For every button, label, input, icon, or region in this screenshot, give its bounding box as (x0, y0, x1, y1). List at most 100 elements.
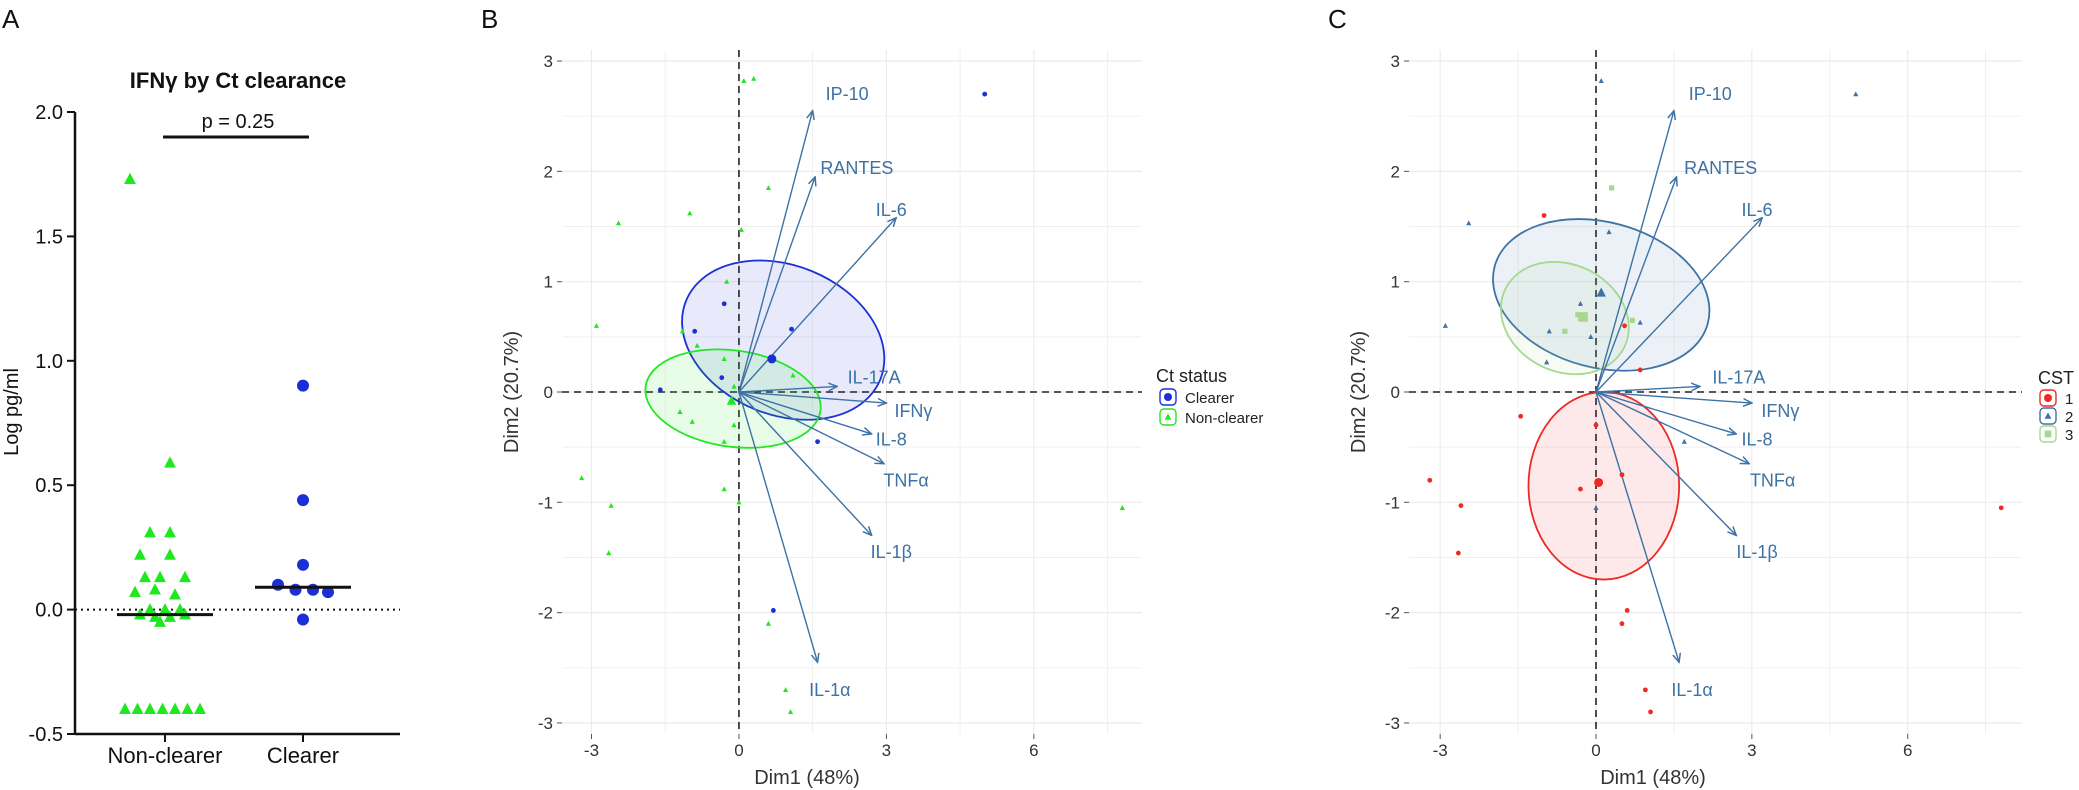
category-label: Non-clearer (108, 743, 223, 768)
y-tick-label: 0 (544, 383, 553, 402)
loading-arrow (738, 391, 884, 464)
data-point (1622, 323, 1627, 329)
data-point (1562, 328, 1568, 334)
x-tick-label: 3 (882, 741, 891, 760)
data-point (1619, 621, 1625, 627)
legend-c-title: CST (2038, 368, 2074, 388)
loading-label: TNFα (1750, 470, 1795, 490)
data-point (297, 494, 309, 507)
data-point (657, 387, 663, 393)
loading-label: IL-17A (848, 368, 901, 388)
data-point (615, 220, 622, 226)
data-point (1578, 486, 1583, 492)
y-tick-label: -1 (538, 493, 553, 512)
data-point (297, 613, 309, 626)
panel-a: A IFNγ by Ct clearance p = 0.25 -0.5 0.0 0… (1, 4, 400, 768)
data-point (724, 278, 730, 284)
data-point (1648, 709, 1653, 715)
data-point (1544, 359, 1550, 365)
data-point (164, 525, 176, 538)
chart-a-ylabel: Log pg/ml (1, 368, 23, 456)
data-point (322, 586, 334, 599)
data-point (139, 570, 151, 583)
y-tick-label: 3 (544, 52, 553, 71)
loading-label: IFNγ (1761, 401, 1799, 421)
y-tick-label: 3 (1391, 52, 1400, 71)
loading-arrow (738, 391, 818, 662)
chart-b-ylabel: Dim2 (20.7%) (501, 331, 523, 453)
data-point (787, 709, 794, 715)
data-point (606, 550, 612, 556)
data-point (1853, 91, 1859, 97)
data-point (770, 608, 776, 613)
chart-c-ylabel: Dim2 (20.7%) (1348, 331, 1370, 453)
data-point (1427, 477, 1433, 483)
data-point (1466, 220, 1472, 226)
category-label: Clearer (267, 743, 339, 768)
legend-c-keys (2039, 389, 2057, 443)
legend-key-marker (1164, 413, 1172, 420)
data-point (174, 603, 186, 615)
chart-b-xlabel: Dim1 (48%) (754, 767, 860, 789)
group-centroid (1578, 312, 1588, 322)
chart-a-pvalue: p = 0.25 (202, 111, 275, 133)
chart-a-title: IFNγ by Ct clearance (130, 68, 346, 93)
data-point (815, 439, 820, 445)
data-point (982, 91, 988, 97)
data-point (134, 548, 146, 560)
panel-letter-c: C (1328, 4, 1347, 34)
loading-label: IL-1β (871, 542, 912, 562)
loading-label: TNFα (883, 470, 928, 490)
loading-label: IL-8 (876, 429, 907, 449)
legend-key-marker (2044, 412, 2052, 419)
data-point (1575, 312, 1581, 318)
data-point (694, 342, 700, 348)
data-point (1458, 503, 1464, 509)
data-point (1455, 550, 1461, 556)
loading-label: IL-17A (1712, 368, 1765, 388)
data-point (156, 702, 169, 714)
y-tick-label: -2 (538, 604, 553, 623)
loading-arrow (738, 177, 815, 393)
loading-arrow (738, 218, 896, 393)
legend-c-3: 3 (2065, 427, 2073, 444)
data-point (159, 603, 171, 615)
loading-arrow (1595, 391, 1752, 403)
data-point (149, 583, 161, 595)
y-tick-label: 2.0 (35, 102, 63, 124)
loading-arrow (738, 391, 872, 535)
chart-b-plot: -3 0 3 6 -3 -2 -1 0 1 2 3 IP-10 RANTES IL-6 IL-17A IFNγ… (538, 50, 1142, 760)
loading-arrow (1595, 218, 1762, 393)
data-point (1606, 229, 1612, 235)
y-tick-label: 0.0 (35, 600, 63, 622)
data-point (154, 615, 166, 627)
data-point (307, 583, 319, 596)
y-tick-label: 2 (544, 162, 553, 181)
data-point (1588, 334, 1594, 339)
data-point (154, 570, 166, 583)
data-point (1619, 472, 1625, 478)
data-point (131, 702, 144, 714)
y-tick-label: 2 (1391, 162, 1400, 181)
y-tick-label: 1 (544, 273, 553, 292)
data-point (608, 502, 614, 508)
loading-label: RANTES (820, 158, 893, 178)
data-point (692, 328, 698, 334)
loading-label: RANTES (1684, 158, 1757, 178)
chart-c-xlabel: Dim1 (48%) (1600, 767, 1706, 789)
x-tick-label: 6 (1903, 741, 1912, 760)
data-point (289, 583, 302, 596)
data-point (181, 702, 194, 714)
data-point (149, 610, 161, 622)
legend-b-nonclearer: Non-clearer (1185, 410, 1263, 427)
y-tick-label: 1.5 (35, 226, 63, 248)
data-point (736, 499, 742, 505)
data-point (790, 372, 796, 378)
loading-label: IL-1α (809, 680, 850, 700)
data-point (1119, 505, 1125, 510)
data-point (1642, 687, 1648, 693)
data-point (721, 486, 727, 492)
data-point (765, 185, 772, 191)
group-centroid (1594, 477, 1604, 487)
